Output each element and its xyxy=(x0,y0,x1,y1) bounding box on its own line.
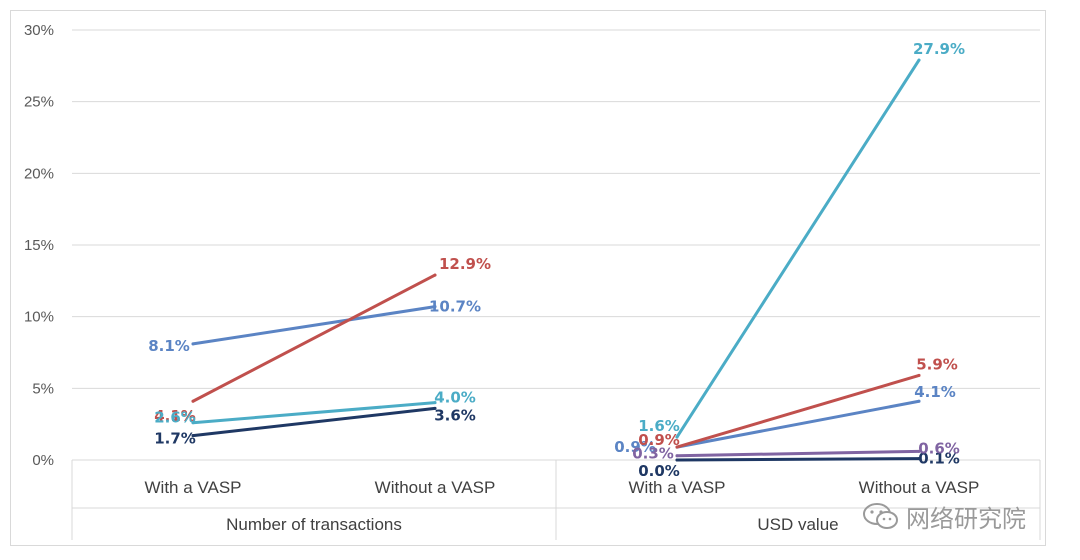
data-label: 4.0% xyxy=(434,389,476,407)
data-point xyxy=(191,434,195,438)
data-point xyxy=(433,406,437,410)
y-tick-label: 10% xyxy=(24,309,54,326)
data-point xyxy=(433,305,437,309)
y-tick-label: 5% xyxy=(32,380,54,397)
data-label: 1.7% xyxy=(154,430,196,448)
data-label: 0.0% xyxy=(638,462,680,480)
data-point xyxy=(191,421,195,425)
series-line xyxy=(675,449,921,458)
data-label: 5.9% xyxy=(916,355,958,373)
data-label: 1.6% xyxy=(638,417,680,435)
series-line xyxy=(191,401,437,425)
data-point xyxy=(917,399,921,403)
data-label: 2.6% xyxy=(154,409,196,427)
data-point xyxy=(917,373,921,377)
x-tick-label: With a VASP xyxy=(629,478,726,497)
series-line xyxy=(675,457,921,462)
data-point xyxy=(675,458,679,462)
data-label: 0.1% xyxy=(918,450,960,468)
y-tick-label: 15% xyxy=(24,237,54,254)
series-line xyxy=(191,305,437,346)
group-label: USD value xyxy=(757,515,838,534)
data-label: 8.1% xyxy=(148,337,190,355)
data-label: 4.1% xyxy=(154,407,196,425)
group-label: Number of transactions xyxy=(226,515,402,534)
watermark: 网络研究院 xyxy=(862,498,1052,534)
x-tick-label: With a VASP xyxy=(145,478,242,497)
series-line xyxy=(191,406,437,438)
series-line xyxy=(191,273,437,403)
series-line xyxy=(675,399,921,449)
data-label: 0.3% xyxy=(632,445,674,463)
series-line xyxy=(675,373,921,449)
data-label: 12.9% xyxy=(439,255,491,273)
data-point xyxy=(675,435,679,439)
data-point xyxy=(191,342,195,346)
data-point xyxy=(917,58,921,62)
data-label: 10.7% xyxy=(429,298,481,316)
data-point xyxy=(191,399,195,403)
data-label: 0.9% xyxy=(614,438,656,456)
watermark-text: 网络研究院 xyxy=(906,504,1026,533)
y-tick-label: 25% xyxy=(24,94,54,111)
wechat-icon xyxy=(863,503,898,529)
data-point xyxy=(675,454,679,458)
data-point xyxy=(433,401,437,405)
data-point xyxy=(675,445,679,449)
y-tick-label: 20% xyxy=(24,165,54,182)
y-tick-label: 30% xyxy=(24,22,54,39)
series-line xyxy=(675,58,921,439)
chart-frame xyxy=(10,10,1046,546)
data-label: 27.9% xyxy=(913,40,965,58)
data-label: 4.1% xyxy=(914,383,956,401)
data-point xyxy=(917,449,921,453)
y-tick-label: 0% xyxy=(32,452,54,469)
x-tick-label: Without a VASP xyxy=(375,478,496,497)
data-label: 0.9% xyxy=(638,431,680,449)
data-point xyxy=(917,457,921,461)
data-point xyxy=(433,273,437,277)
x-tick-label: Without a VASP xyxy=(859,478,980,497)
data-label: 0.6% xyxy=(918,439,960,457)
data-label: 3.6% xyxy=(434,406,476,424)
